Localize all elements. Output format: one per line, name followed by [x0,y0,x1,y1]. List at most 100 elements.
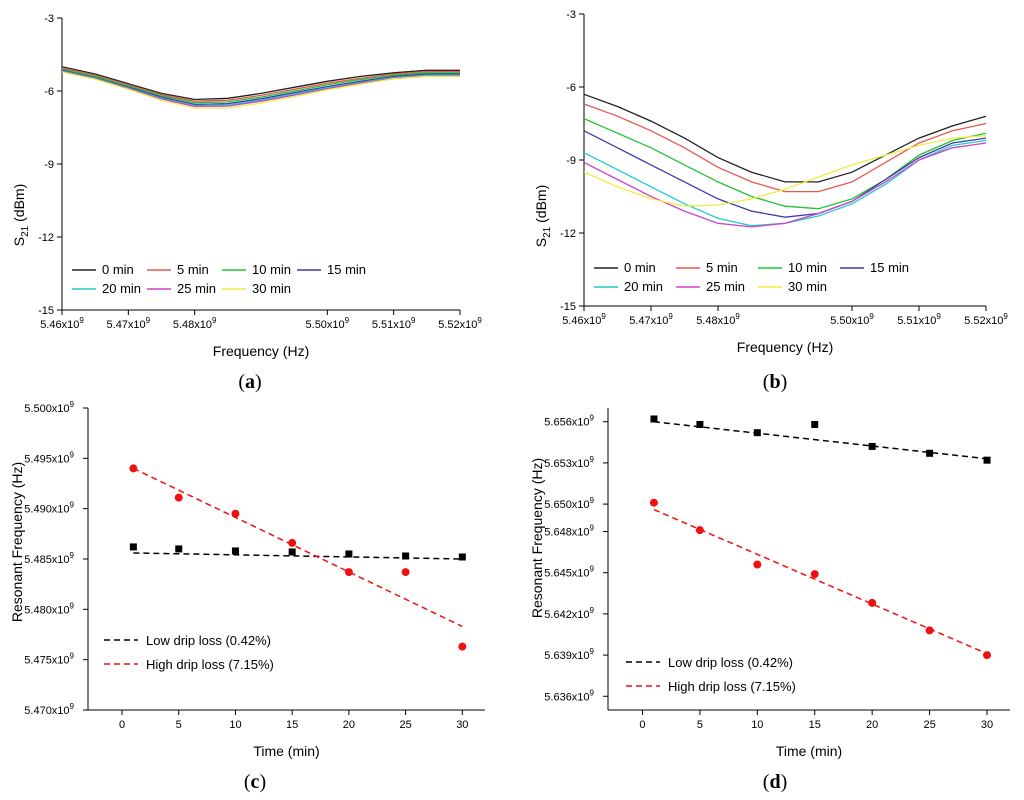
y-tick-label: 5.490x109 [24,501,74,516]
x-tick-label: 5.50x109 [306,316,350,331]
x-tick-label: 5.52x109 [964,312,1008,327]
legend-label: 15 min [870,260,909,275]
y-axis-label-tail: (dBm) [11,184,27,226]
x-axis-label: Frequency (Hz) [737,339,833,355]
data-point-square [696,420,704,428]
fit-line [133,467,463,628]
x-tick-exponent: 9 [146,316,151,325]
y-tick-exponent: 9 [70,501,75,510]
legend-label: Low drip loss (0.42%) [146,633,271,648]
series-line [583,135,987,207]
y-tick-label: -9 [44,159,54,171]
legend-label: 15 min [327,262,366,277]
y-tick-exponent: 9 [590,606,595,615]
y-axis-label-tail: (dBm) [533,185,549,227]
panel-label-close: ) [259,771,266,793]
legend-label: 25 min [177,281,216,296]
legend-label: 10 min [252,262,291,277]
panel-label-open: ( [238,371,245,393]
y-tick-exponent: 9 [70,400,75,409]
data-point-circle [810,570,819,579]
legend-label: 30 min [252,281,291,296]
y-tick-exponent: 9 [590,565,595,574]
y-tick-exponent: 9 [70,450,75,459]
y-tick-label: 5.636x109 [544,688,594,703]
x-tick-label: 10 [751,719,763,731]
y-tick-label: 5.500x109 [24,400,74,415]
y-tick-label: -3 [44,13,54,25]
x-axis-label: Time (min) [253,743,319,759]
x-tick-exponent: 9 [869,312,874,321]
data-point-square [175,545,183,553]
data-point-square [650,415,658,423]
y-tick-label: -12 [560,228,576,240]
data-point-square [458,553,466,561]
y-tick-label: 5.653x109 [544,455,594,470]
legend-label: 5 min [706,260,738,275]
y-tick-exponent: 9 [70,652,75,661]
panel-label-open: ( [244,771,251,793]
y-axis-label: Resonant Frequency (Hz) [9,462,25,622]
x-tick-label: 20 [866,719,878,731]
series-line [583,142,987,228]
x-axis-label: Time (min) [776,743,842,759]
series-line [583,118,987,210]
x-tick-label: 5.48x109 [696,312,740,327]
panel-label-letter: a [245,371,255,393]
data-point-square [345,550,353,558]
y-axis-label-main: S [11,237,27,246]
series-line [61,69,460,106]
data-point-circle [695,526,704,535]
fit-line [653,508,988,655]
y-axis-label: Resonant Frequency (Hz) [529,458,545,618]
series-line [583,93,987,183]
x-tick-label: 5.46x109 [562,312,606,327]
y-tick-label: -6 [44,86,54,98]
panel-label-open: ( [763,771,770,793]
x-tick-exponent: 9 [212,316,217,325]
data-point-circle [868,598,877,607]
x-tick-label: 5.47x109 [107,316,151,331]
y-tick-exponent: 9 [70,601,75,610]
panel-c: 0 5 10 15 20 25 30 5.470x109 5.475x109 5.480x109 5… [9,400,485,793]
y-axis-label: S21 (dBm) [533,185,553,247]
x-tick-label: 5.46x109 [40,316,84,331]
data-point-square [868,442,876,450]
x-tick-label: 5.51x109 [372,316,416,331]
x-tick-label: 5.51x109 [897,312,941,327]
panel-label-letter: d [769,771,780,793]
data-point-square [983,456,991,464]
panel-label-open: ( [763,371,770,393]
x-tick-label: 15 [286,719,298,731]
panel-label: (d) [763,771,787,793]
fit-line [133,552,463,560]
panel-label-close: ) [781,771,788,793]
legend-label: 30 min [788,279,827,294]
legend-label: 25 min [706,279,745,294]
panel-d: 0 5 10 15 20 25 30 5.636x109 5.639x109 5.642x109 5… [529,408,1010,793]
legend-label: 0 min [102,262,134,277]
y-tick-exponent: 9 [590,647,595,656]
legend-label: High drip loss (7.15%) [668,679,796,694]
x-tick-label: 0 [119,719,125,731]
x-tick-label: 0 [639,719,645,731]
x-tick-label: 5 [176,719,182,731]
series-line [61,66,460,101]
data-point-circle [458,642,467,651]
data-point-circle [344,568,353,577]
legend-label: 20 min [102,281,141,296]
legend-label: Low drip loss (0.42%) [668,655,793,670]
panel-label: (a) [238,371,261,393]
data-point-circle [983,651,992,660]
panel-b: 5.46x109 5.47x109 5.48x109 5.50x109 5.51x109… [533,9,1008,393]
data-point-circle [288,538,297,547]
fit-line [653,420,988,460]
panel-label-letter: b [769,371,780,393]
y-tick-exponent: 9 [590,414,595,423]
data-point-circle [649,498,658,507]
y-tick-label: 5.470x109 [24,702,74,717]
data-point-circle [401,568,410,577]
series-line [583,130,987,218]
x-tick-exponent: 9 [477,316,482,325]
panel-a: 5.46x109 5.47x109 5.48x109 5.50x109 5.51x109… [11,13,482,393]
